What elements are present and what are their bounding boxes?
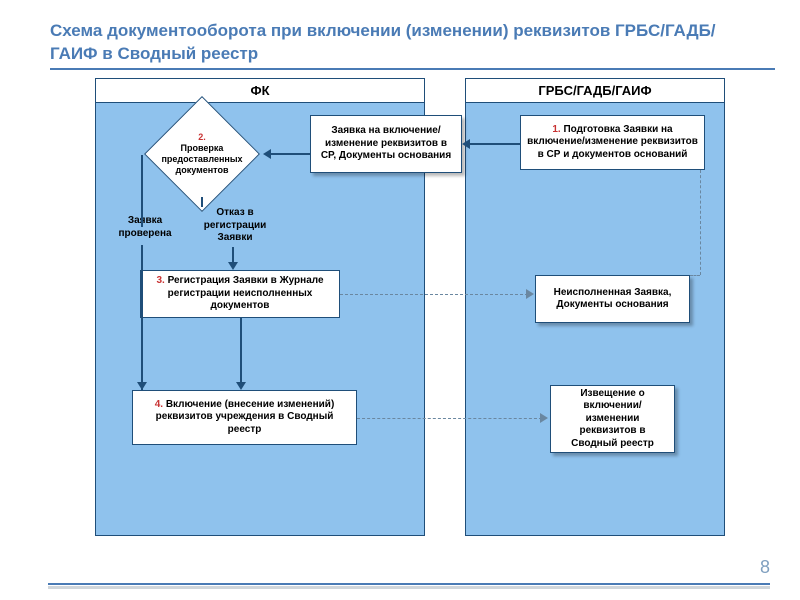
edge-step3-to-neisp — [340, 294, 528, 295]
edge-neisp-up — [700, 170, 701, 275]
edge-zayavka-to-decision — [271, 153, 310, 155]
arrow-head — [263, 149, 271, 159]
lane-grbs-header: ГРБС/ГАДБ/ГАИФ — [466, 79, 724, 103]
label-otkaz: Отказ в регистрации Заявки — [195, 207, 275, 245]
node-neisp: Неисполненная Заявка, Документы основани… — [535, 275, 690, 323]
edge-decision-down-left-a — [141, 155, 143, 227]
arrow-head — [236, 382, 246, 390]
page-title: Схема документооборота при включении (из… — [50, 20, 750, 66]
arrow-head — [462, 139, 470, 149]
edge-step1-to-zayavka — [470, 143, 520, 145]
label-checked: Заявка проверена — [110, 215, 180, 240]
edge-decision-otkaz-v1 — [201, 197, 203, 207]
node-decision: 2.Проверка предоставленных документов — [138, 110, 266, 198]
arrow-head — [526, 289, 534, 299]
footer-rule — [48, 583, 770, 590]
node-step3: 3. Регистрация Заявки в Журнале регистра… — [140, 270, 340, 318]
edge-neisp-h — [690, 275, 700, 276]
node-step1: 1. Подготовка Заявки на включение/измене… — [520, 115, 705, 170]
edge-step4-to-izv — [357, 418, 542, 419]
title-rule — [50, 68, 775, 70]
node-step4: 4. Включение (внесение изменений) реквиз… — [132, 390, 357, 445]
lane-fk-header: ФК — [96, 79, 424, 103]
arrow-head — [540, 413, 548, 423]
arrow-head — [228, 262, 238, 270]
edge-decision-down-left-b — [141, 245, 143, 390]
node-izv: Извещение о включении/ изменении реквизи… — [550, 385, 675, 453]
page-number: 8 — [760, 557, 770, 578]
arrow-head — [137, 382, 147, 390]
edge-step3-to-step4 — [240, 318, 242, 386]
node-zayavka-sr: Заявка на включение/изменение реквизитов… — [310, 115, 462, 173]
